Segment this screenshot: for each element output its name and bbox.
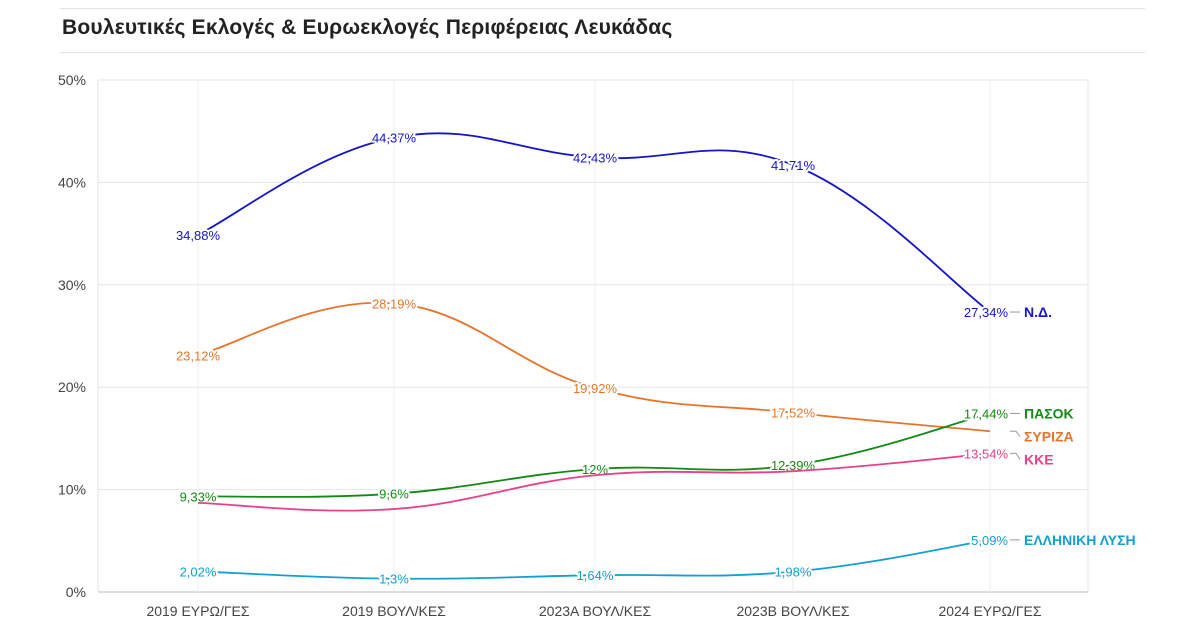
- data-label: 13,54%: [964, 446, 1009, 461]
- data-label: 34,88%: [176, 228, 221, 243]
- series-name-label: ΕΛΛΗΝΙΚΗ ΛΥΣΗ: [1024, 532, 1136, 548]
- data-label: 17,52%: [771, 406, 816, 421]
- data-label-halo: 23,12%: [176, 348, 221, 363]
- title-rule: [60, 52, 1145, 53]
- series-name-connector: [1010, 430, 1021, 437]
- data-label: 28,19%: [372, 296, 417, 311]
- series-name-connector: [1010, 452, 1021, 460]
- series-name-label: ΣΥΡΙΖΑ: [1024, 428, 1074, 444]
- series-name-label: Ν.Δ.: [1024, 304, 1052, 320]
- data-label-halo: 9,6%: [379, 487, 409, 502]
- data-label-halo: 44,37%: [372, 131, 417, 146]
- x-tick-label: 2023Α ΒΟΥΛ/ΚΕΣ: [539, 603, 652, 619]
- data-label-halo: 1,3%: [379, 572, 409, 587]
- data-label: 1,98%: [775, 565, 812, 580]
- data-label: 27,34%: [964, 305, 1009, 320]
- data-label: 12%: [582, 462, 608, 477]
- data-label-halo: 19,92%: [573, 381, 618, 396]
- data-label: 42,43%: [573, 151, 618, 166]
- y-tick-label: 20%: [58, 379, 86, 395]
- data-label: 23,12%: [176, 348, 221, 363]
- x-tick-label: 2023Β ΒΟΥΛ/ΚΕΣ: [736, 603, 849, 619]
- series-line: [197, 538, 991, 580]
- data-label: 17,44%: [964, 406, 1009, 421]
- y-tick-label: 0%: [66, 584, 86, 600]
- data-label-halo: 41,71%: [771, 158, 816, 173]
- data-label-halo: 28,19%: [372, 296, 417, 311]
- x-tick-label: 2024 ΕΥΡΩ/ΓΕΣ: [938, 603, 1041, 619]
- data-label-halo: 17,52%: [771, 406, 816, 421]
- data-label-halo: 27,34%: [964, 305, 1009, 320]
- data-label-halo: 42,43%: [573, 151, 618, 166]
- series-line: [197, 132, 991, 313]
- data-label-halo: 34,88%: [176, 228, 221, 243]
- y-tick-label: 50%: [58, 72, 86, 88]
- data-label: 5,09%: [971, 533, 1008, 548]
- chart-title: Βουλευτικές Εκλογές & Ευρωεκλογές Περιφέ…: [62, 16, 673, 39]
- data-label-halo: 1,98%: [775, 565, 812, 580]
- series-name-label: ΠΑΣΟΚ: [1024, 405, 1074, 421]
- series-line: [197, 452, 991, 512]
- y-tick-label: 40%: [58, 174, 86, 190]
- data-label: 19,92%: [573, 381, 618, 396]
- data-label: 2,02%: [180, 564, 217, 579]
- y-tick-label: 30%: [58, 277, 86, 293]
- y-tick-label: 10%: [58, 482, 86, 498]
- data-label: 1,3%: [379, 572, 409, 587]
- x-tick-label: 2019 ΕΥΡΩ/ΓΕΣ: [146, 603, 249, 619]
- data-label-halo: 5,09%: [971, 533, 1008, 548]
- data-label: 44,37%: [372, 131, 417, 146]
- data-label: 9,6%: [379, 487, 409, 502]
- data-label: 9,33%: [180, 489, 217, 504]
- data-label-halo: 1,64%: [577, 568, 614, 583]
- series-name-label: ΚΚΕ: [1024, 451, 1054, 467]
- data-label-halo: 17,44%: [964, 406, 1009, 421]
- data-label: 41,71%: [771, 158, 816, 173]
- data-label: 12,39%: [771, 458, 816, 473]
- data-label-halo: 13,54%: [964, 446, 1009, 461]
- data-label: 1,64%: [577, 568, 614, 583]
- top-rule: [60, 8, 1145, 9]
- series-line: [197, 412, 991, 498]
- series-line: [197, 301, 991, 433]
- data-label-halo: 9,33%: [180, 489, 217, 504]
- x-tick-label: 2019 ΒΟΥΛ/ΚΕΣ: [342, 603, 446, 619]
- data-label-halo: 2,02%: [180, 564, 217, 579]
